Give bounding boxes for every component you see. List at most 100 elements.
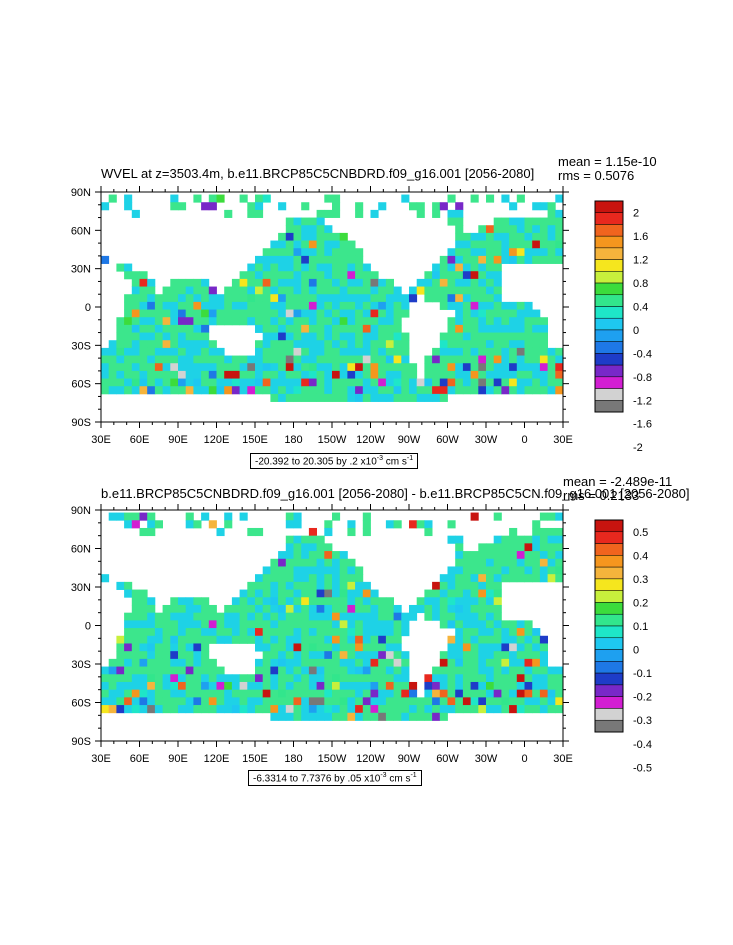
colorbar-label: -0.4: [633, 739, 652, 751]
colorbar-swatch: [594, 708, 624, 721]
lat-label: 30N: [71, 582, 91, 594]
colorbar-swatch: [594, 649, 624, 662]
colorbar-label: 0: [633, 645, 639, 657]
colorbar-swatch: [594, 625, 624, 639]
colorbar-swatch: [594, 566, 624, 580]
colorbar-label: 0: [633, 325, 639, 337]
lat-label: 90N: [71, 505, 91, 517]
lat-label: 0: [85, 302, 91, 314]
colorbar-label: 0.3: [633, 574, 648, 586]
colorbar-label: 0.1: [633, 621, 648, 633]
colorbar-swatch: [594, 388, 624, 401]
lon-label: 30E: [91, 753, 111, 765]
colorbar-label: 1.6: [633, 231, 648, 243]
colorbar-swatch: [594, 376, 624, 389]
colorbar-swatch: [594, 317, 624, 331]
colorbar-label: -1.6: [633, 419, 652, 431]
colorbar-label: 0.5: [633, 527, 648, 539]
lat-label: 60S: [71, 379, 91, 391]
colorbar-label: -0.2: [633, 692, 652, 704]
colorbar-swatch: [594, 235, 624, 249]
colorbar-swatch: [594, 364, 624, 378]
lon-label: 120W: [356, 753, 385, 765]
colorbar-label: 2: [633, 208, 639, 220]
panel-1-map-field: [101, 194, 564, 402]
colorbar-swatch: [594, 400, 624, 413]
colorbar-swatch: [594, 543, 624, 556]
colorbar-label: 0.2: [633, 597, 648, 609]
lon-label: 180: [284, 434, 302, 446]
colorbar-label: -2: [633, 442, 643, 454]
colorbar-label: 0.4: [633, 550, 648, 562]
colorbar-label: -0.8: [633, 372, 652, 384]
colorbar-swatch: [594, 531, 624, 544]
lon-label: 120E: [204, 434, 230, 446]
lon-label: 60W: [436, 434, 459, 446]
colorbar-label: 0.4: [633, 302, 648, 314]
lon-label: 60W: [436, 753, 459, 765]
colorbar-swatch: [594, 578, 624, 591]
lon-label: 90E: [168, 434, 188, 446]
lon-label: 150W: [318, 434, 347, 446]
colorbar-swatch: [594, 329, 624, 342]
colorbar-swatch: [594, 271, 624, 284]
colorbar-swatch: [594, 555, 624, 568]
lon-label: 30E: [91, 434, 111, 446]
colorbar-label: 1.2: [633, 255, 648, 267]
colorbar-swatch: [594, 590, 624, 603]
lat-label: 30N: [71, 264, 91, 276]
colorbar-swatch: [594, 212, 624, 225]
colorbar-swatch: [594, 696, 624, 709]
lon-label: 150W: [318, 753, 347, 765]
colorbar-swatch: [594, 719, 624, 733]
colorbar-label: 0.8: [633, 278, 648, 290]
lon-label: 30W: [475, 753, 498, 765]
lat-label: 60S: [71, 698, 91, 710]
colorbar-label: -0.1: [633, 668, 652, 680]
colorbar-swatch: [594, 341, 624, 354]
panel-2-map-field: [101, 512, 564, 721]
colorbar-frame: [594, 519, 624, 733]
colorbar-swatch: [594, 672, 624, 686]
lon-label: 0: [521, 753, 527, 765]
colorbar-swatch: [594, 661, 624, 674]
panel-1-title: WVEL at z=3503.4m, b.e11.BRCP85C5CNBDRD.…: [101, 166, 535, 181]
colorbar-label: -0.5: [633, 762, 652, 774]
lon-label: 90W: [398, 434, 421, 446]
lat-label: 90S: [71, 417, 91, 429]
colorbar-swatch: [594, 602, 624, 615]
colorbar-swatch: [594, 519, 624, 533]
lon-label: 30W: [475, 434, 498, 446]
lon-label: 0: [521, 434, 527, 446]
lat-label: 30S: [71, 340, 91, 352]
lon-label: 120W: [356, 434, 385, 446]
colorbar-swatch: [594, 259, 624, 272]
lat-label: 30S: [71, 659, 91, 671]
lon-label: 90E: [168, 753, 188, 765]
colorbar-swatch: [594, 294, 624, 307]
colorbar-label: -1.2: [633, 395, 652, 407]
colorbar-swatch: [594, 637, 624, 650]
panel-2-mean: mean = -2.489e-11: [563, 474, 673, 489]
colorbar-swatch: [594, 224, 624, 237]
panel-1-mean: mean = 1.15e-10: [558, 154, 657, 169]
panel-2-range-label: -6.3314 to 7.7376 by .05 x10-3 cm s-1: [248, 770, 422, 787]
panel-2-title: b.e11.BRCP85C5CNBDRD.f09_g16.001 [2056-2…: [101, 486, 690, 501]
lon-label: 150E: [242, 434, 268, 446]
panel-2-rms: rms = 0.2133: [563, 488, 640, 503]
lon-label: 30E: [553, 434, 573, 446]
lat-label: 60N: [71, 225, 91, 237]
lat-label: 0: [85, 621, 91, 633]
lat-label: 90N: [71, 187, 91, 199]
colorbar-swatch: [594, 684, 624, 697]
colorbar-label: -0.4: [633, 348, 652, 360]
colorbar-swatch: [594, 247, 624, 260]
colorbar-swatch: [594, 306, 624, 319]
lon-label: 180: [284, 753, 302, 765]
colorbar-swatch: [594, 613, 624, 627]
colorbar-label: -0.3: [633, 715, 652, 727]
lon-label: 60E: [130, 753, 150, 765]
panel-1-range-label: -20.392 to 20.305 by .2 x10-3 cm s-1: [250, 453, 419, 470]
colorbar-swatch: [594, 353, 624, 366]
